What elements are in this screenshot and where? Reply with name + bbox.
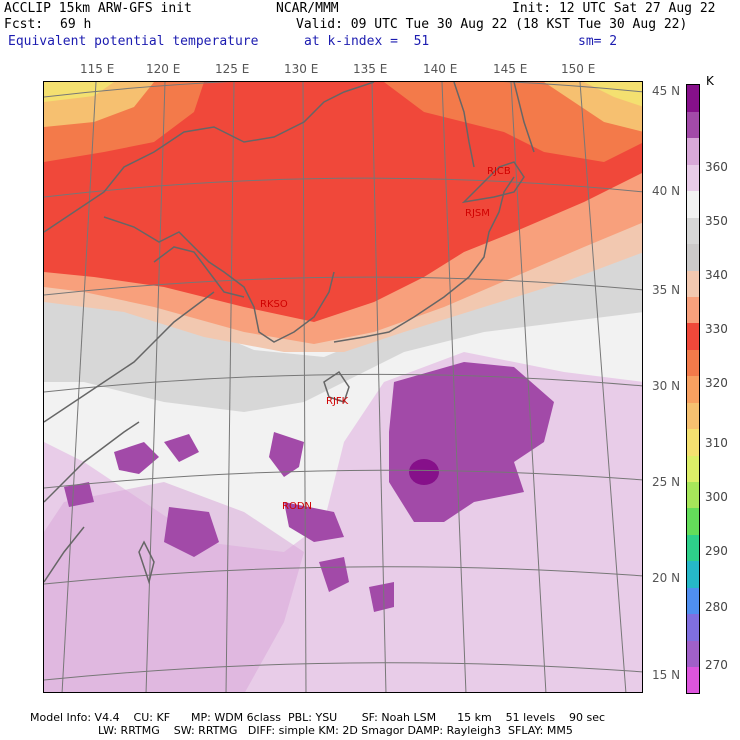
lon-label-145: 145 E bbox=[493, 62, 528, 76]
colorbar-segment bbox=[687, 349, 699, 377]
colorbar-segment bbox=[687, 190, 699, 218]
header-field-name: Equivalent potential temperature bbox=[8, 34, 259, 49]
colorbar-segment bbox=[687, 587, 699, 615]
colorbar-segment bbox=[687, 243, 699, 271]
field-lavender-sw bbox=[44, 482, 304, 692]
lat-label-15: 15 N bbox=[652, 668, 681, 682]
lat-label-40: 40 N bbox=[652, 184, 681, 198]
colorbar-segment bbox=[687, 85, 699, 112]
lon-label-125: 125 E bbox=[215, 62, 250, 76]
lon-label-135: 135 E bbox=[353, 62, 388, 76]
colorbar-tick: 350 bbox=[705, 214, 728, 228]
colorbar-tick: 310 bbox=[705, 436, 728, 450]
footer-physics-info: LW: RRTMG SW: RRTMG DIFF: simple KM: 2D … bbox=[98, 724, 573, 737]
lat-label-35: 35 N bbox=[652, 283, 681, 297]
header-level: at k-index = 51 bbox=[304, 34, 430, 49]
header-smoothing: sm= 2 bbox=[578, 34, 618, 49]
colorbar-tick: 320 bbox=[705, 376, 728, 390]
colorbar-tick: 360 bbox=[705, 160, 728, 174]
station-rjfk: RJFK bbox=[326, 396, 349, 407]
colorbar-segment bbox=[687, 322, 699, 350]
station-rjsm: RJSM bbox=[465, 208, 490, 219]
colorbar-segment bbox=[687, 428, 699, 456]
station-rjcb: RJCB bbox=[487, 166, 511, 177]
purple-patch bbox=[114, 442, 159, 474]
station-rkso: RKSO bbox=[260, 299, 288, 310]
colorbar-segment bbox=[687, 534, 699, 562]
graticule bbox=[44, 82, 642, 692]
purple-patch bbox=[269, 432, 304, 477]
colorbar-tick: 340 bbox=[705, 268, 728, 282]
colorbar bbox=[686, 84, 700, 694]
station-rodn: RODN bbox=[282, 501, 312, 512]
purple-patch bbox=[284, 502, 344, 542]
lat-label-20: 20 N bbox=[652, 571, 681, 585]
colorbar-tick: 270 bbox=[705, 658, 728, 672]
colorbar-segment bbox=[687, 507, 699, 535]
lon-label-130: 130 E bbox=[284, 62, 319, 76]
colorbar-tick: 330 bbox=[705, 322, 728, 336]
header-fcst-label: Fcst: bbox=[4, 17, 44, 32]
purple-patch bbox=[319, 557, 349, 592]
purple-patch bbox=[164, 507, 219, 557]
field-yellow-nw bbox=[44, 82, 114, 102]
colorbar-segment bbox=[687, 455, 699, 482]
lat-label-45: 45 N bbox=[652, 84, 681, 98]
colorbar-segment bbox=[687, 402, 699, 430]
colorbar-segment bbox=[687, 296, 699, 324]
colorbar-segment bbox=[687, 640, 699, 668]
colorbar-segment bbox=[687, 560, 699, 588]
colorbar-segment bbox=[687, 137, 699, 165]
header-institution: NCAR/MMM bbox=[276, 1, 339, 16]
header-model-title: ACCLIP 15km ARW-GFS init bbox=[4, 1, 192, 16]
colorbar-segment bbox=[687, 481, 699, 509]
colorbar-unit: K bbox=[706, 74, 714, 88]
field-grey-band bbox=[44, 242, 642, 412]
colorbar-tick: 290 bbox=[705, 544, 728, 558]
header-valid-time: Valid: 09 UTC Tue 30 Aug 22 (18 KST Tue … bbox=[296, 17, 688, 32]
purple-patch bbox=[64, 482, 94, 507]
lon-label-140: 140 E bbox=[423, 62, 458, 76]
lon-label-120: 120 E bbox=[146, 62, 181, 76]
purple-patch bbox=[369, 582, 394, 612]
lat-label-30: 30 N bbox=[652, 379, 681, 393]
typhoon-core bbox=[409, 459, 439, 485]
colorbar-tick: 280 bbox=[705, 600, 728, 614]
colorbar-segment bbox=[687, 111, 699, 139]
lon-label-150: 150 E bbox=[561, 62, 596, 76]
colorbar-segment bbox=[687, 375, 699, 403]
header-init-time: Init: 12 UTC Sat 27 Aug 22 bbox=[512, 1, 716, 16]
lon-label-115: 115 E bbox=[80, 62, 115, 76]
field-red bbox=[44, 82, 642, 322]
theta-e-field: RJCB RJSM RKSO RJFK RODN bbox=[44, 82, 642, 692]
colorbar-tick: 300 bbox=[705, 490, 728, 504]
colorbar-segment bbox=[687, 270, 699, 297]
colorbar-segment bbox=[687, 217, 699, 245]
colorbar-segment bbox=[687, 613, 699, 641]
footer-model-info: Model Info: V4.4 CU: KF MP: WDM 6class P… bbox=[30, 711, 606, 724]
coastlines bbox=[44, 82, 535, 585]
colorbar-segment bbox=[687, 164, 699, 192]
header-fcst-value: 69 h bbox=[60, 17, 92, 32]
colorbar-segment bbox=[687, 666, 699, 694]
lat-label-25: 25 N bbox=[652, 475, 681, 489]
map-panel: RJCB RJSM RKSO RJFK RODN bbox=[43, 81, 643, 693]
purple-patch bbox=[164, 434, 199, 462]
